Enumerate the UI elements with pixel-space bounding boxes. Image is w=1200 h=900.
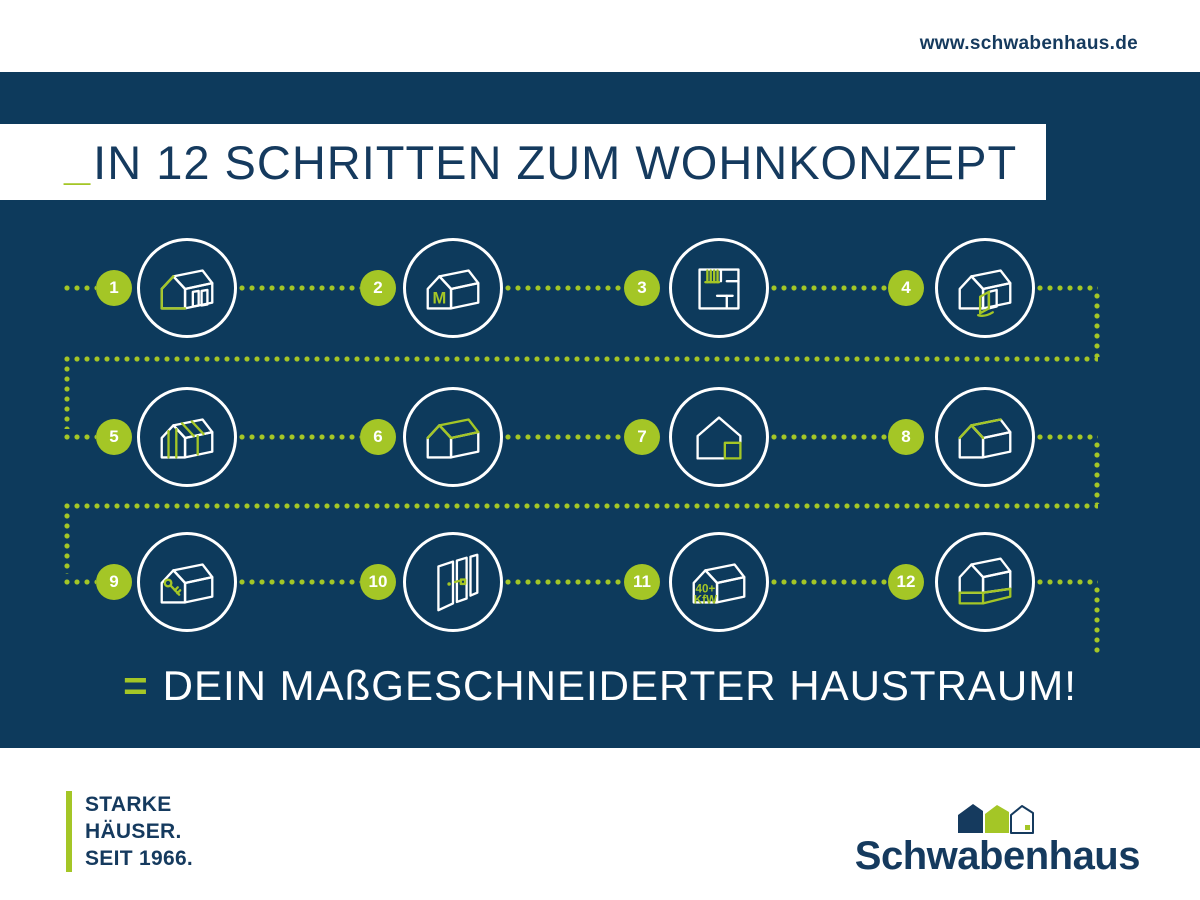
step-circle-11: 40+ KfW — [669, 532, 769, 632]
step-badge-5: 5 — [96, 419, 132, 455]
dream-house-icon — [160, 269, 214, 310]
connector-dots — [1094, 440, 1100, 504]
step-circle-2: M — [403, 238, 503, 338]
connector-dots — [237, 285, 360, 291]
connector-dots — [503, 579, 624, 585]
doors-icon — [437, 553, 479, 612]
panel-walls-house-icon — [160, 418, 214, 459]
brand-logo: Schwabenhaus — [854, 802, 1141, 878]
brand-claim: STARKE HÄUSER. SEIT 1966. — [66, 791, 193, 872]
step-badge-7: 7 — [624, 419, 660, 455]
title-text: IN 12 SCHRITTEN ZUM WOHNKONZEPT — [93, 135, 1018, 189]
step-circle-10 — [403, 532, 503, 632]
result-tagline: = DEIN MAßGESCHNEIDERTER HAUSTRAUM! — [0, 662, 1200, 710]
footer: STARKE HÄUSER. SEIT 1966. Schwabenhaus — [0, 748, 1200, 900]
connector-dots — [503, 285, 624, 291]
connector-dots — [62, 285, 96, 291]
kfw-house-icon: 40+KfW — [692, 563, 746, 606]
model-house-icon: M — [426, 269, 480, 310]
connector-dots — [1094, 291, 1100, 357]
step-circle-6 — [403, 387, 503, 487]
basement-house-icon — [958, 557, 1012, 605]
step-badge-2: 2 — [360, 270, 396, 306]
step-badge-12: 12 — [888, 564, 924, 600]
connector-dots — [1035, 579, 1098, 585]
step-badge-1: 1 — [96, 270, 132, 306]
step-circle-12 — [935, 532, 1035, 632]
connector-dots — [1035, 285, 1098, 291]
connector-dots — [503, 434, 624, 440]
step-circle-9 — [137, 532, 237, 632]
connector-dots — [64, 364, 70, 429]
connector-dots — [769, 285, 888, 291]
connector-dots — [237, 579, 360, 585]
claim-line-3: SEIT 1966. — [85, 847, 194, 870]
step-badge-4: 4 — [888, 270, 924, 306]
connector-dots — [62, 579, 96, 585]
brand-wordmark: Schwabenhaus — [854, 834, 1141, 878]
step-badge-8: 8 — [888, 419, 924, 455]
connector-dots — [769, 579, 888, 585]
title-accent: _ — [64, 135, 92, 189]
key-handover-house-icon — [160, 563, 214, 604]
step-circle-3 — [669, 238, 769, 338]
connector-dots — [62, 434, 96, 440]
floor-plan-icon — [698, 268, 740, 310]
claim-line-2: HÄUSER. — [85, 820, 182, 843]
step-badge-10: 10 — [360, 564, 396, 600]
step-badge-3: 3 — [624, 270, 660, 306]
step-circle-5 — [137, 387, 237, 487]
page-title: _IN 12 SCHRITTEN ZUM WOHNKONZEPT — [0, 135, 1017, 190]
top-bar: www.schwabenhaus.de — [0, 0, 1200, 72]
connector-dots — [64, 511, 70, 574]
step-badge-11: 11 — [624, 564, 660, 600]
result-text: DEIN MAßGESCHNEIDERTER HAUSTRAUM! — [162, 662, 1077, 709]
connector-dots — [62, 503, 1098, 509]
connector-dots — [62, 356, 1098, 362]
svg-text:KfW: KfW — [694, 593, 717, 606]
logo-houses-icon — [958, 804, 1035, 834]
connector-dots — [769, 434, 888, 440]
svg-text:M: M — [433, 289, 447, 308]
svg-text:40+: 40+ — [695, 583, 715, 596]
step-circle-8 — [935, 387, 1035, 487]
roof-house-icon — [426, 418, 480, 459]
claim-line-1: STARKE — [85, 793, 172, 816]
step-circle-1 — [137, 238, 237, 338]
equals-sign: = — [123, 662, 149, 709]
connector-dots — [1094, 585, 1100, 653]
website-url: www.schwabenhaus.de — [919, 33, 1138, 54]
step-badge-9: 9 — [96, 564, 132, 600]
step-circle-4 — [935, 238, 1035, 338]
roof-truss-house-icon — [958, 418, 1012, 459]
entrance-house-icon — [958, 269, 1012, 317]
step-badge-6: 6 — [360, 419, 396, 455]
title-banner: _IN 12 SCHRITTEN ZUM WOHNKONZEPT — [0, 124, 1046, 200]
step-circle-7 — [669, 387, 769, 487]
connector-dots — [1035, 434, 1098, 440]
connector-dots — [237, 434, 360, 440]
extension-house-icon — [696, 416, 742, 460]
